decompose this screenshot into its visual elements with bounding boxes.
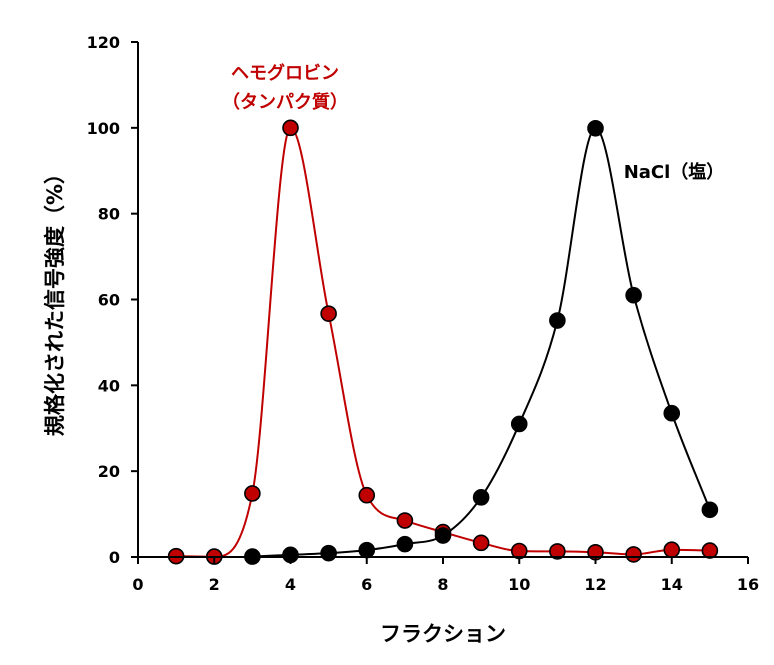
- x-tick-label: 2: [209, 575, 220, 594]
- x-tick-label: 4: [285, 575, 296, 594]
- y-tick-label: 80: [98, 205, 120, 224]
- y-tick-label: 20: [98, 462, 120, 481]
- x-tick-label: 14: [661, 575, 683, 594]
- data-point: [701, 542, 719, 559]
- series-markers: [167, 119, 719, 565]
- x-tick-label: 6: [361, 575, 372, 594]
- data-point: [434, 527, 452, 544]
- y-tick-label: 100: [87, 119, 120, 138]
- data-point: [472, 534, 490, 552]
- data-point: [358, 541, 376, 559]
- y-tick-label: 40: [98, 376, 120, 395]
- data-point: [625, 286, 642, 304]
- data-point: [549, 312, 566, 329]
- data-point: [663, 404, 681, 422]
- x-tick-label: 16: [737, 575, 759, 594]
- data-point: [396, 512, 414, 529]
- y-axis-title: 規格化された信号強度（%）: [43, 163, 67, 436]
- data-point: [244, 485, 261, 502]
- x-tick-label: 0: [132, 575, 143, 594]
- data-point: [587, 119, 604, 137]
- data-point: [663, 541, 681, 559]
- x-tick-label: 8: [437, 575, 448, 594]
- data-point: [396, 535, 414, 553]
- axis-ticks: 0 2 4 6 8 10 12 14 16 0 20 40 60 80 100 120: [87, 33, 760, 594]
- hemoglobin-series-label-line-1: ヘモグロビン: [231, 62, 339, 84]
- y-tick-label: 120: [87, 33, 120, 52]
- data-point: [472, 489, 490, 506]
- x-axis-title: フラクション: [380, 622, 506, 646]
- y-tick-label: 60: [98, 291, 120, 310]
- data-point: [358, 486, 376, 504]
- data-point: [701, 501, 719, 519]
- data-point: [282, 119, 299, 137]
- y-tick-label: 0: [109, 548, 120, 567]
- hemoglobin-series-label-line-2: （タンパク質）: [222, 91, 348, 113]
- data-point: [625, 546, 642, 563]
- x-tick-label: 10: [508, 575, 530, 594]
- data-point: [320, 544, 337, 562]
- data-point: [510, 415, 528, 433]
- data-point: [549, 543, 566, 560]
- nacl-series-label: NaCl（塩）: [624, 161, 725, 183]
- data-point: [320, 305, 337, 322]
- x-tick-label: 12: [584, 575, 606, 594]
